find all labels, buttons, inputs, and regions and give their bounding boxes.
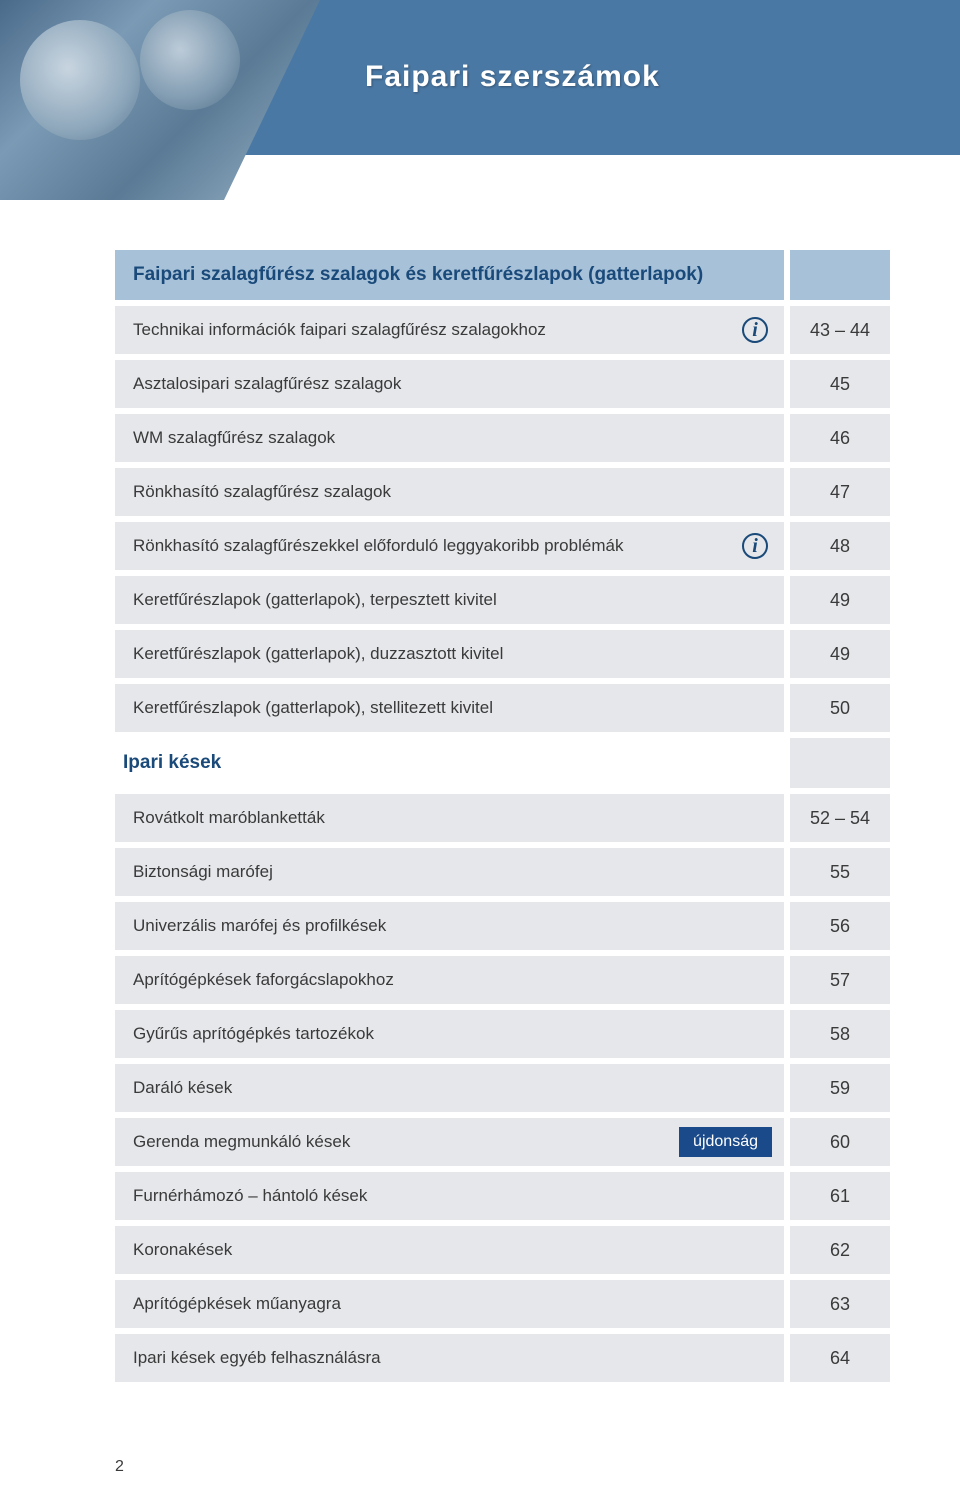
toc-page: 64 (790, 1334, 890, 1382)
toc-label: Technikai információk faipari szalagfűré… (115, 306, 784, 354)
toc-row: Rönkhasító szalagfűrész szalagok 47 (115, 468, 890, 516)
toc-page: 47 (790, 468, 890, 516)
toc-row: Biztonsági marófej 55 (115, 848, 890, 896)
toc-page: 50 (790, 684, 890, 732)
toc-label: Keretfűrészlapok (gatterlapok), terpeszt… (115, 576, 784, 624)
toc-row: Keretfűrészlapok (gatterlapok), terpeszt… (115, 576, 890, 624)
page-title: Faipari szerszámok (365, 60, 660, 94)
toc-row: Asztalosipari szalagfűrész szalagok 45 (115, 360, 890, 408)
toc-label: Rönkhasító szalagfűrész szalagok (115, 468, 784, 516)
toc-row: Aprítógépkések műanyagra 63 (115, 1280, 890, 1328)
toc-label-text: Technikai információk faipari szalagfűré… (133, 320, 546, 340)
toc-label: Keretfűrészlapok (gatterlapok), stellite… (115, 684, 784, 732)
toc-page: 62 (790, 1226, 890, 1274)
toc-label: Daráló kések (115, 1064, 784, 1112)
section-header-knives: Ipari kések (115, 738, 890, 788)
info-icon: i (742, 533, 768, 559)
toc-page: 55 (790, 848, 890, 896)
toc-label-text: Rönkhasító szalagfűrészekkel előforduló … (133, 536, 623, 556)
toc-label-text: Gerenda megmunkáló kések (133, 1132, 350, 1152)
toc-page: 61 (790, 1172, 890, 1220)
toc-page: 46 (790, 414, 890, 462)
toc-label: WM szalagfűrész szalagok (115, 414, 784, 462)
toc-label: Univerzális marófej és profilkések (115, 902, 784, 950)
toc-page: 60 (790, 1118, 890, 1166)
section-title: Ipari kések (115, 738, 784, 788)
toc-row: WM szalagfűrész szalagok 46 (115, 414, 890, 462)
toc-page: 56 (790, 902, 890, 950)
toc-content: Faipari szalagfűrész szalagok és keretfű… (0, 220, 960, 1428)
page-header: Faipari szerszámok (0, 0, 960, 220)
toc-label: Gerenda megmunkáló kések újdonság (115, 1118, 784, 1166)
toc-label: Gyűrűs aprítógépkés tartozékok (115, 1010, 784, 1058)
toc-row: Gyűrűs aprítógépkés tartozékok 58 (115, 1010, 890, 1058)
toc-page: 49 (790, 576, 890, 624)
toc-page: 52 – 54 (790, 794, 890, 842)
toc-page: 49 (790, 630, 890, 678)
section-page-blank (790, 738, 890, 788)
toc-row: Daráló kések 59 (115, 1064, 890, 1112)
toc-page: 48 (790, 522, 890, 570)
toc-label: Koronakések (115, 1226, 784, 1274)
toc-label: Aprítógépkések műanyagra (115, 1280, 784, 1328)
toc-row: Technikai információk faipari szalagfűré… (115, 306, 890, 354)
page-number: 2 (0, 1428, 960, 1496)
toc-row: Ipari kések egyéb felhasználásra 64 (115, 1334, 890, 1382)
toc-row: Rovátkolt maróblanketták 52 – 54 (115, 794, 890, 842)
toc-row: Rönkhasító szalagfűrészekkel előforduló … (115, 522, 890, 570)
toc-page: 57 (790, 956, 890, 1004)
toc-page: 45 (790, 360, 890, 408)
toc-label: Rovátkolt maróblanketták (115, 794, 784, 842)
toc-row: Gerenda megmunkáló kések újdonság 60 (115, 1118, 890, 1166)
header-wood-image (0, 0, 320, 200)
toc-page: 59 (790, 1064, 890, 1112)
toc-label: Biztonsági marófej (115, 848, 784, 896)
toc-row: Koronakések 62 (115, 1226, 890, 1274)
info-icon: i (742, 317, 768, 343)
toc-label: Asztalosipari szalagfűrész szalagok (115, 360, 784, 408)
new-badge: újdonság (679, 1127, 772, 1157)
toc-row: Univerzális marófej és profilkések 56 (115, 902, 890, 950)
toc-row: Aprítógépkések faforgácslapokhoz 57 (115, 956, 890, 1004)
toc-row: Furnérhámozó – hántoló kések 61 (115, 1172, 890, 1220)
toc-label: Ipari kések egyéb felhasználásra (115, 1334, 784, 1382)
toc-page: 43 – 44 (790, 306, 890, 354)
toc-page: 63 (790, 1280, 890, 1328)
toc-table: Faipari szalagfűrész szalagok és keretfű… (115, 250, 890, 1382)
toc-row: Keretfűrészlapok (gatterlapok), duzzaszt… (115, 630, 890, 678)
section-title: Faipari szalagfűrész szalagok és keretfű… (115, 250, 784, 300)
section-page-blank (790, 250, 890, 300)
toc-label: Furnérhámozó – hántoló kések (115, 1172, 784, 1220)
toc-row: Keretfűrészlapok (gatterlapok), stellite… (115, 684, 890, 732)
toc-page: 58 (790, 1010, 890, 1058)
toc-label: Rönkhasító szalagfűrészekkel előforduló … (115, 522, 784, 570)
section-header-bandsaws: Faipari szalagfűrész szalagok és keretfű… (115, 250, 890, 300)
toc-label: Keretfűrészlapok (gatterlapok), duzzaszt… (115, 630, 784, 678)
toc-label: Aprítógépkések faforgácslapokhoz (115, 956, 784, 1004)
